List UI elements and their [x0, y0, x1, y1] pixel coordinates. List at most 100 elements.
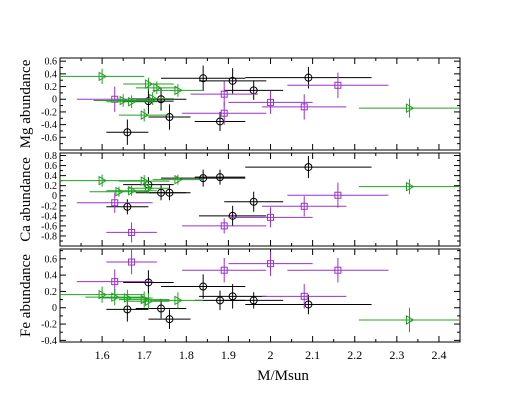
circle-marker	[199, 282, 208, 291]
fe-data-point	[152, 292, 204, 309]
fe-series-purple	[76, 249, 389, 309]
square-marker	[334, 81, 342, 89]
square-marker	[334, 191, 342, 199]
x-tick-label: 2.3	[389, 348, 404, 362]
circle-marker	[228, 211, 237, 220]
fe-data-point	[287, 257, 389, 283]
fe-panel: 0.6 0.4 0.2 0 -0.2 -0.4 Fe abundance	[18, 248, 461, 347]
square-marker	[300, 202, 308, 210]
mg-data-point	[161, 65, 246, 91]
mg-y-axis-label: Mg abundance	[18, 59, 34, 148]
circle-marker	[249, 197, 258, 206]
mg-data-point	[262, 94, 347, 120]
x-tick-label: 2.4	[431, 348, 446, 362]
mg-data-point	[135, 81, 178, 95]
triangle-marker	[140, 110, 150, 120]
fe-y-tick-label: 0.4	[45, 271, 58, 282]
triangle-marker	[144, 183, 154, 194]
square-marker	[111, 278, 119, 286]
triangle-marker	[115, 186, 124, 197]
ca-data-point	[161, 169, 246, 187]
triangle-marker	[111, 292, 120, 302]
ca-y-tick-label: 0.2	[45, 181, 58, 192]
fe-data-point	[161, 274, 246, 299]
square-marker	[300, 292, 308, 300]
fe-y-tick-label: -0.2	[41, 320, 57, 331]
circle-marker	[249, 296, 258, 305]
circle-marker	[199, 174, 208, 183]
fe-data-point	[106, 249, 157, 275]
ca-data-point	[106, 199, 149, 215]
ca-y-tick-label: -0.6	[41, 221, 57, 232]
x-axis-label: M/Msun	[257, 368, 309, 384]
ca-y-tick-label: -0.8	[41, 231, 57, 242]
fe-y-tick-label: -0.4	[41, 336, 57, 347]
circle-marker	[144, 278, 153, 287]
triangle-marker	[144, 296, 154, 307]
circle-marker	[123, 202, 132, 211]
square-marker	[128, 228, 136, 236]
square-marker	[267, 213, 275, 221]
mg-y-tick-label: -0.4	[41, 120, 57, 131]
ca-data-point	[106, 185, 157, 196]
ca-data-point	[76, 192, 153, 213]
mg-y-tick-label: -0.6	[41, 133, 57, 144]
fe-data-point	[262, 284, 347, 309]
fe-y-tick-label: 0.2	[45, 287, 58, 298]
mg-data-point	[76, 86, 153, 112]
ca-series-black	[106, 156, 372, 226]
ca-data-point	[106, 222, 157, 243]
fe-data-point	[245, 294, 372, 315]
mg-data-point	[123, 77, 174, 91]
triangle-marker	[144, 79, 154, 89]
triangle-marker	[153, 82, 162, 93]
fe-data-point	[60, 286, 145, 303]
ca-data-point	[182, 218, 267, 234]
ca-panel-frame	[59, 152, 461, 247]
x-tick-label: 1.6	[95, 348, 110, 362]
square-marker	[220, 109, 228, 117]
mg-series-black	[106, 65, 372, 145]
ca-y-axis-label: Ca abundance	[18, 157, 34, 242]
triangle-marker	[149, 93, 158, 104]
circle-marker	[165, 113, 174, 122]
mg-data-point	[118, 108, 170, 122]
triangle-marker	[405, 181, 415, 192]
x-tick-label: 2.1	[305, 348, 320, 362]
circle-marker	[123, 128, 132, 137]
circle-marker	[304, 163, 313, 172]
ca-y-tick-label: 0.4	[45, 171, 58, 182]
mg-data-point	[123, 88, 174, 114]
ca-y-tick-label: 0	[52, 191, 57, 202]
mg-data-point	[198, 68, 267, 94]
circle-marker	[165, 188, 174, 197]
fe-data-point	[358, 307, 460, 333]
ca-data-point	[358, 179, 460, 195]
ca-data-point	[194, 169, 246, 185]
ca-y-tick-label: 0.8	[45, 151, 58, 162]
triangle-marker	[140, 176, 150, 187]
square-marker	[267, 260, 275, 268]
circle-marker	[216, 173, 224, 182]
triangle-marker	[174, 174, 183, 185]
triangle-marker	[98, 71, 108, 82]
mg-y-tick-label: -0.2	[41, 107, 57, 118]
ca-data-point	[224, 191, 284, 212]
mg-data-point	[131, 92, 174, 105]
square-marker	[111, 199, 119, 207]
ca-data-point	[198, 205, 267, 226]
ca-panel: 0.80.60.40.20-0.2-0.4-0.6-0.8 Ca abundanc…	[18, 151, 461, 247]
circle-marker	[304, 300, 313, 309]
circle-marker	[165, 315, 174, 324]
fe-series-black	[106, 270, 372, 329]
triangle-marker	[405, 315, 415, 325]
fe-data-point	[85, 288, 145, 306]
square-marker	[267, 98, 275, 106]
triangle-marker	[128, 96, 137, 107]
x-tick-label: 1.8	[179, 348, 194, 362]
mg-data-point	[148, 104, 191, 130]
mg-y-tick-label: 0.6	[45, 57, 58, 68]
square-marker	[220, 90, 228, 98]
mg-data-point	[106, 119, 149, 145]
